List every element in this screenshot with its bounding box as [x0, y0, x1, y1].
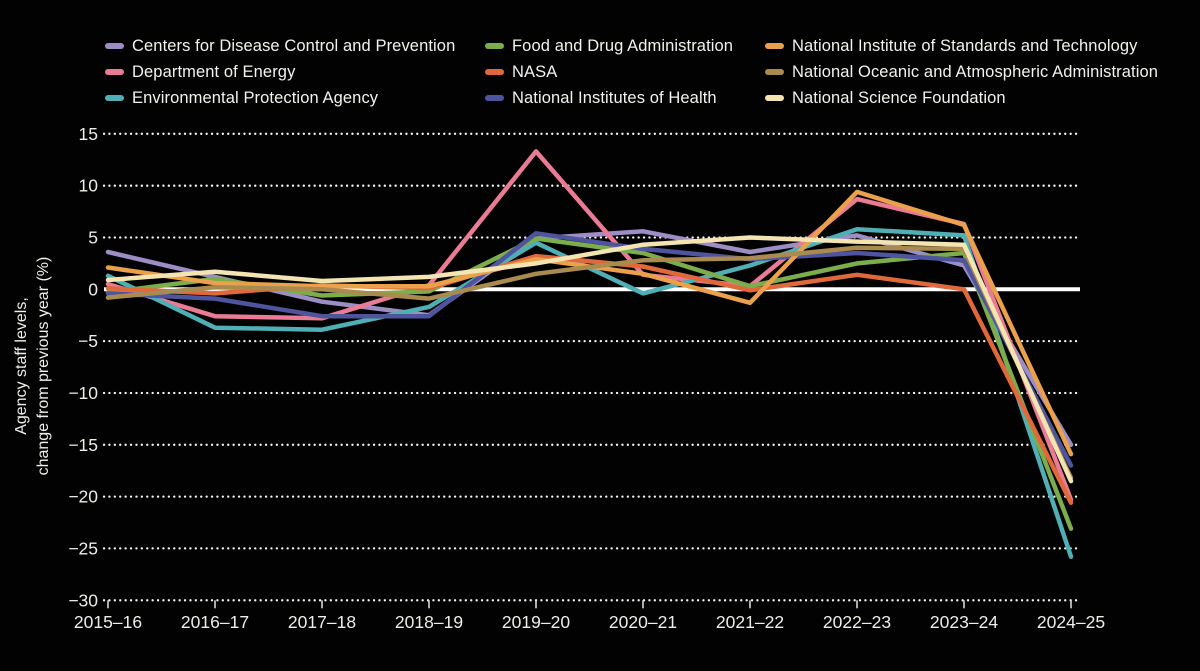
x-tick-label: 2024–25 — [1037, 612, 1105, 632]
legend-label: Centers for Disease Control and Preventi… — [132, 36, 456, 55]
legend-label: NASA — [512, 62, 558, 81]
y-tick-label: 10 — [79, 176, 99, 196]
nist-color-swatch-icon — [765, 43, 784, 49]
legend-item-fda: Food and Drug Administration — [485, 33, 765, 59]
legend-label: Environmental Protection Agency — [132, 88, 379, 107]
x-tick-label: 2016–17 — [181, 612, 249, 632]
legend-item-nasa: NASA — [485, 59, 765, 85]
y-tick-label: −15 — [68, 435, 98, 455]
legend-item-nih: National Institutes of Health — [485, 85, 765, 111]
x-tick-label: 2015–16 — [74, 612, 142, 632]
series-line — [105, 253, 1074, 506]
y-tick-label: −30 — [68, 590, 98, 610]
x-tick-label: 2021–22 — [716, 612, 784, 632]
series-line — [105, 231, 1074, 468]
legend-item-nist: National Institute of Standards and Tech… — [765, 33, 1158, 59]
legend-item-doe: Department of Energy — [105, 59, 485, 85]
nasa-color-swatch-icon — [485, 69, 504, 75]
legend-item-cdc: Centers for Disease Control and Preventi… — [105, 33, 485, 59]
epa-color-swatch-icon — [105, 95, 124, 101]
legend-item-noaa: National Oceanic and Atmospheric Adminis… — [765, 59, 1158, 85]
legend-item-epa: Environmental Protection Agency — [105, 85, 485, 111]
y-tick-label: −25 — [68, 538, 98, 558]
y-tick-label: −10 — [68, 383, 98, 403]
x-tick-label: 2017–18 — [288, 612, 356, 632]
x-tick-label: 2022–23 — [823, 612, 891, 632]
nih-color-swatch-icon — [485, 95, 504, 101]
series-line — [105, 245, 1074, 481]
noaa-color-swatch-icon — [765, 69, 784, 75]
doe-color-swatch-icon — [105, 69, 124, 75]
legend-label: National Oceanic and Atmospheric Adminis… — [792, 62, 1159, 81]
x-tick-label: 2023–24 — [930, 612, 998, 632]
legend: Centers for Disease Control and Preventi… — [105, 33, 1158, 111]
fda-color-swatch-icon — [485, 43, 504, 49]
series-line — [105, 235, 1074, 484]
legend-label: Food and Drug Administration — [512, 36, 734, 55]
series-line — [105, 149, 1074, 502]
nsf-color-swatch-icon — [765, 95, 784, 101]
legend-item-nsf: National Science Foundation — [765, 85, 1158, 111]
x-tick-label: 2018–19 — [395, 612, 463, 632]
legend-label: National Science Foundation — [792, 88, 1006, 107]
y-tick-label: 5 — [88, 228, 98, 248]
legend-label: National Institutes of Health — [512, 88, 717, 107]
x-tick-label: 2019–20 — [502, 612, 570, 632]
y-tick-label: −20 — [68, 487, 98, 507]
legend-label: Department of Energy — [132, 62, 296, 81]
y-tick-label: 0 — [88, 279, 98, 299]
legend-label: National Institute of Standards and Tech… — [792, 36, 1138, 55]
y-tick-label: 15 — [79, 124, 98, 144]
y-tick-label: −5 — [78, 331, 98, 351]
x-tick-label: 2020–21 — [609, 612, 677, 632]
cdc-color-swatch-icon — [105, 43, 124, 49]
